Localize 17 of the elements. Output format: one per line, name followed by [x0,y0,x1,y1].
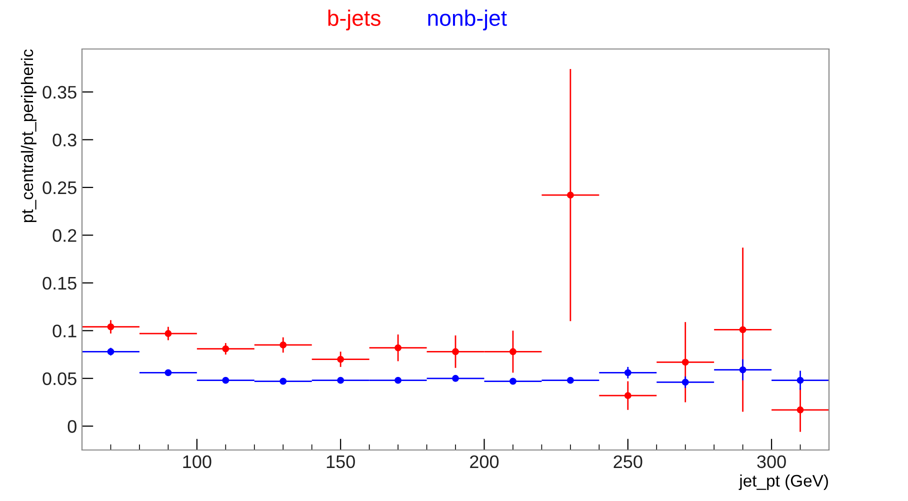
y-tick-label: 0 [68,420,76,433]
y-tick-label: 0.35 [42,86,76,99]
x-tick-label: 300 [757,455,786,468]
y-tick-label: 0.3 [52,134,76,146]
y-tick-label: 0.25 [42,181,76,194]
y-tick-label: 0.15 [42,276,76,290]
text: nonb-jet [428,10,507,30]
y-axis-title: pt_central/pt_peripheric [20,49,36,222]
x-tick-label: 100 [183,455,212,468]
x-axis-title: jet_pt (GeV) [738,474,828,490]
y-tick-label: 0.05 [42,372,76,386]
x-tick-label: 200 [470,455,499,468]
y-tick-label: 0.2 [52,229,76,242]
x-tick-label: 250 [614,455,642,468]
text: b-jets [328,10,380,30]
x-tick-label: 150 [326,455,355,468]
y-tick-label: 0.1 [52,324,76,338]
